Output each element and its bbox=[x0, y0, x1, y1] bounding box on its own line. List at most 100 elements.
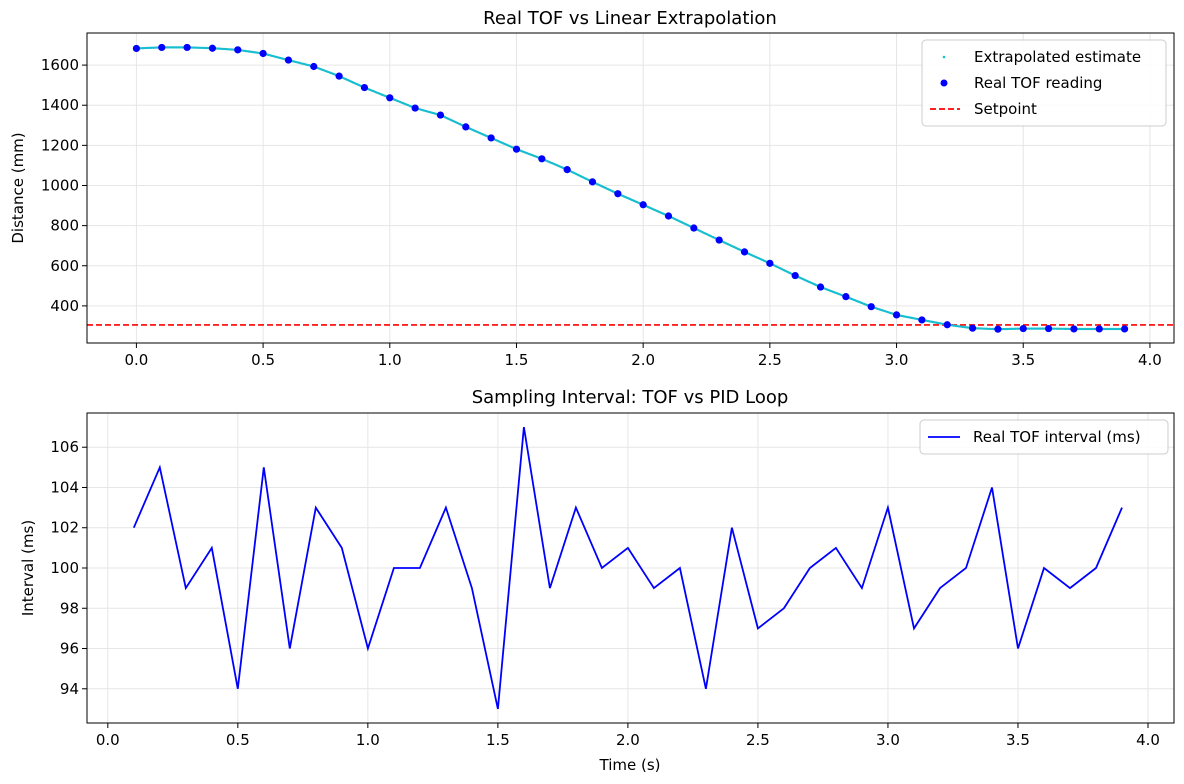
real-tof-point bbox=[968, 324, 977, 332]
real-tof-point bbox=[740, 248, 749, 256]
legend-extrapolated-label: Extrapolated estimate bbox=[974, 48, 1141, 66]
y-tick-label: 400 bbox=[50, 297, 79, 315]
real-tof-point bbox=[563, 166, 571, 174]
real-tof-point bbox=[614, 190, 622, 198]
distance-chart-grid bbox=[87, 33, 1174, 343]
y-tick-label: 100 bbox=[50, 559, 79, 577]
legend-real-tof-label: Real TOF reading bbox=[974, 74, 1102, 92]
real-tof-point bbox=[918, 316, 926, 324]
real-tof-point bbox=[1070, 325, 1078, 333]
x-tick-label: 2.5 bbox=[746, 731, 770, 749]
interval-chart-title: Sampling Interval: TOF vs PID Loop bbox=[472, 387, 789, 408]
distance-chart-title: Real TOF vs Linear Extrapolation bbox=[483, 8, 777, 29]
real-tof-point bbox=[994, 325, 1002, 333]
extrapolated-estimate-layer bbox=[135, 46, 1126, 331]
legend-box-interval bbox=[919, 419, 1169, 455]
real-tof-point bbox=[234, 46, 242, 54]
extrapolated-estimate-line bbox=[135, 46, 1126, 331]
real-tof-point bbox=[842, 293, 850, 301]
x-tick-label: 1.0 bbox=[378, 351, 402, 369]
real-tof-point bbox=[132, 44, 141, 53]
y-tick-label: 102 bbox=[50, 519, 79, 537]
real-tof-point bbox=[766, 259, 774, 267]
legend-setpoint-label: Setpoint bbox=[974, 100, 1037, 118]
interval-series-line bbox=[132, 426, 1123, 710]
x-tick-label: 4.0 bbox=[1136, 731, 1160, 749]
interval-chart: Sampling Interval: TOF vs PID Loop Inter… bbox=[19, 387, 1175, 774]
real-tof-point bbox=[816, 283, 825, 291]
real-tof-point bbox=[690, 224, 698, 232]
x-tick-label: 1.5 bbox=[486, 731, 510, 749]
real-tof-point bbox=[512, 145, 521, 153]
x-tick-label: 3.5 bbox=[1011, 351, 1035, 369]
distance-chart-legend: Extrapolated estimate Real TOF reading S… bbox=[921, 39, 1167, 127]
real-tof-point bbox=[208, 44, 217, 52]
x-tick-label: 0.5 bbox=[251, 351, 275, 369]
y-tick-label: 98 bbox=[60, 599, 79, 617]
x-tick-label: 2.0 bbox=[616, 731, 640, 749]
real-tof-point bbox=[1044, 324, 1053, 333]
real-tof-point bbox=[284, 56, 293, 64]
real-tof-point bbox=[892, 311, 901, 319]
x-tick-label: 1.0 bbox=[356, 731, 380, 749]
real-tof-point bbox=[386, 94, 394, 102]
x-tick-label: 0.5 bbox=[226, 731, 250, 749]
y-tick-label: 1600 bbox=[41, 56, 79, 74]
legend-extrapolated-marker bbox=[942, 55, 946, 59]
real-tof-point bbox=[588, 178, 597, 186]
x-tick-label: 3.0 bbox=[885, 351, 909, 369]
x-tick-label: 3.0 bbox=[876, 731, 900, 749]
real-tof-point bbox=[158, 43, 166, 52]
y-tick-label: 96 bbox=[60, 640, 79, 658]
x-tick-label: 0.0 bbox=[124, 351, 148, 369]
distance-chart-ylabel: Distance (mm) bbox=[9, 132, 27, 243]
real-tof-point bbox=[664, 212, 673, 220]
x-tick-label: 3.5 bbox=[1006, 731, 1030, 749]
interval-chart-ylabel: Interval (ms) bbox=[19, 520, 37, 616]
real-tof-point bbox=[1019, 324, 1027, 333]
x-tick-label: 0.0 bbox=[96, 731, 120, 749]
real-tof-point bbox=[538, 155, 546, 163]
distance-chart-ticks: 0.0 0.5 1.0 1.5 2.0 2.5 3.0 3.5 4.0 400 600 800 1000… bbox=[41, 56, 1162, 369]
x-tick-label: 2.0 bbox=[631, 351, 655, 369]
y-tick-label: 94 bbox=[60, 680, 79, 698]
x-tick-label: 2.5 bbox=[758, 351, 782, 369]
real-tof-point bbox=[943, 321, 951, 329]
interval-chart-ticks: 0.0 0.5 1.0 1.5 2.0 2.5 3.0 3.5 4.0 94 96 98 100 102 1… bbox=[50, 438, 1160, 749]
interval-chart-grid bbox=[87, 413, 1174, 723]
y-tick-label: 106 bbox=[50, 438, 79, 456]
real-tof-point bbox=[487, 134, 495, 142]
real-tof-point bbox=[639, 201, 647, 209]
legend-real-tof-marker bbox=[940, 79, 948, 87]
x-tick-label: 4.0 bbox=[1138, 351, 1162, 369]
y-tick-label: 1200 bbox=[41, 136, 79, 154]
real-tof-point bbox=[1095, 325, 1103, 333]
real-tof-point bbox=[1120, 325, 1129, 333]
distance-chart: Real TOF vs Linear Extrapolation Distanc… bbox=[9, 8, 1175, 369]
interval-chart-xlabel: Time (s) bbox=[599, 756, 661, 774]
real-tof-point bbox=[411, 104, 419, 112]
real-tof-reading-layer bbox=[132, 43, 1129, 333]
legend-box bbox=[921, 39, 1167, 127]
real-tof-point bbox=[183, 43, 191, 52]
y-tick-label: 104 bbox=[50, 478, 79, 496]
y-tick-label: 800 bbox=[50, 217, 79, 235]
y-tick-label: 1400 bbox=[41, 96, 79, 114]
real-tof-point bbox=[335, 72, 343, 80]
y-tick-label: 1000 bbox=[41, 176, 79, 194]
real-tof-point bbox=[310, 62, 318, 71]
distance-chart-frame bbox=[86, 32, 1175, 344]
x-tick-label: 1.5 bbox=[505, 351, 529, 369]
real-tof-point bbox=[259, 49, 267, 58]
real-tof-point bbox=[360, 83, 369, 92]
real-tof-point bbox=[867, 303, 875, 311]
real-tof-point bbox=[436, 111, 445, 119]
real-tof-point bbox=[791, 271, 799, 280]
y-tick-label: 600 bbox=[50, 257, 79, 275]
real-tof-point bbox=[462, 123, 470, 131]
interval-line-layer bbox=[132, 426, 1123, 710]
real-tof-point bbox=[715, 236, 723, 244]
legend-interval-label: Real TOF interval (ms) bbox=[973, 428, 1141, 446]
interval-chart-legend: Real TOF interval (ms) bbox=[919, 419, 1169, 455]
